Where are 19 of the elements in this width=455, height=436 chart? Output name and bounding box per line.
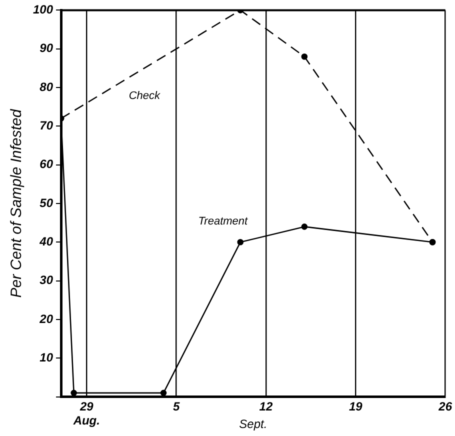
- y-tick-label: 90: [40, 41, 54, 56]
- x-axis-title: Sept.: [239, 417, 268, 432]
- x-tick-label: 5: [172, 399, 180, 414]
- x-tick-label: 12: [259, 399, 273, 414]
- y-tick-label: 40: [38, 234, 54, 248]
- y-tick-label: 30: [40, 273, 54, 288]
- y-tick-label: 100: [32, 2, 54, 17]
- y-tick-label: 10: [40, 350, 54, 364]
- series-label: Treatment: [198, 216, 249, 228]
- x-tick-label: 26: [438, 399, 452, 414]
- y-tick-label: 70: [40, 118, 54, 132]
- series-label: Check: [128, 90, 161, 102]
- x-tick-label: 29 Aug.: [72, 399, 100, 428]
- x-tick-label: 19: [348, 399, 363, 414]
- y-tick-label: 50: [40, 196, 54, 210]
- y-tick-label: 60: [40, 157, 54, 172]
- y-axis-title: Per Cent of Sample Infested: [8, 108, 26, 298]
- y-tick-label: 80: [40, 80, 54, 94]
- y-tick-label: 20: [38, 312, 54, 326]
